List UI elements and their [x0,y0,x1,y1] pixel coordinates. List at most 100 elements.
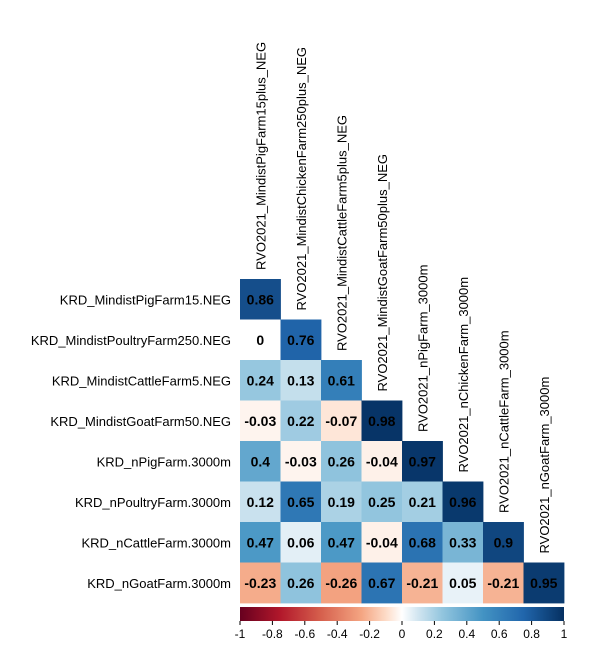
heatmap-cell [280,360,322,401]
heatmap-cell [240,441,281,482]
cell-value-label: 0.06 [287,534,314,550]
cell-value-label: -0.04 [366,534,398,550]
cell-value-label: -0.03 [244,413,276,429]
cell-value-label: 0.26 [287,575,314,591]
cell-value-label: 0.98 [368,413,395,429]
heatmap-cell [402,481,443,523]
cell-value-label: 0.26 [328,453,355,469]
cell-value-label: 0.76 [287,332,314,348]
colorbar-gradient [240,607,564,621]
column-label: RVO2021_MindistChickenFarm250plus_NEG [294,47,309,311]
heatmap-cell [280,400,322,442]
heatmap-cell [240,319,281,361]
cell-value-label: -0.23 [244,575,276,591]
heatmap-cell [240,400,281,442]
cell-value-label: 0.33 [449,534,476,550]
heatmap-cell [321,481,362,523]
cell-value-label: 0.65 [287,494,314,510]
heatmap-cell [321,522,362,563]
heatmap-cell [280,319,322,361]
heatmap-cell [483,522,524,563]
row-label: KRD_MindistGoatFarm50.NEG [50,414,231,429]
heatmap-cell [361,400,403,442]
heatmap-cell [442,522,484,563]
heatmap-cell [483,562,524,604]
cell-value-label: 0 [256,332,264,348]
heatmap-cell [361,562,403,604]
cell-value-label: 0.13 [287,372,314,388]
colorbar-tick-label: -0.8 [262,627,283,641]
colorbar: -1 -0.8 -0.6 -0.4 -0.2 0 0.2 0.4 0.6 0.8 1 [235,607,568,641]
cell-value-label: 0.47 [247,534,274,550]
heatmap-cell [240,481,281,523]
heatmap-cell [321,441,362,482]
column-label: RVO2021_nChickenFarm_3000m [456,277,471,473]
colorbar-tick-label: 0.6 [491,627,508,641]
heatmap-cell [442,562,484,604]
heatmap-cell [402,522,443,563]
heatmap-cell [402,562,443,604]
heatmap-cell [280,522,322,563]
colorbar-tick-label: -1 [235,627,246,641]
heatmap-cell [442,481,484,523]
colorbar-tick-label: -0.2 [359,627,380,641]
heatmap-cell [321,360,362,401]
cell-value-label: 0.21 [409,494,436,510]
colorbar-tick-label: 1 [561,627,568,641]
cell-value-label: 0.22 [287,413,314,429]
row-label: KRD_MindistPigFarm15.NEG [60,292,231,307]
cell-value-label: 0.47 [328,534,355,550]
column-label: RVO2021_nPigFarm_3000m [415,265,430,432]
cell-value-label: 0.24 [247,372,274,388]
heatmap-cell [240,522,281,563]
row-label: KRD_MindistPoultryFarm250.NEG [31,333,231,348]
colorbar-tick-label: 0.4 [458,627,475,641]
row-label: KRD_nPoultryFarm.3000m [75,495,231,510]
cell-value-label: 0.12 [247,494,274,510]
heatmap-cell [240,562,281,604]
heatmap-cell [361,481,403,523]
heatmap-cell [240,279,281,320]
heatmap-cells: 0.86 0 0.76 0.24 0.13 0.61 -0.03 0.22 -0.07 0.98 0… [240,279,565,604]
row-label: KRD_nGoatFarm.3000m [87,576,231,591]
cell-value-label: 0.61 [328,372,355,388]
heatmap-cell [321,400,362,442]
cell-value-label: -0.26 [325,575,357,591]
heatmap-cell [361,441,403,482]
column-label: RVO2021_MindistGoatFarm50plus_NEG [375,154,390,392]
column-label: RVO2021_nGoatFarm_3000m [537,377,552,554]
column-label: RVO2021_MindistPigFarm15plus_NEG [253,42,268,270]
heatmap-cell [240,360,281,401]
heatmap-cell [523,562,565,604]
cell-value-label: 0.4 [251,453,271,469]
cell-value-label: -0.21 [487,575,519,591]
cell-value-label: 0.9 [494,534,514,550]
row-label: KRD_nPigFarm.3000m [97,454,231,469]
cell-value-label: -0.21 [406,575,438,591]
cell-value-label: 0.05 [449,575,476,591]
heatmap-cell [280,562,322,604]
cell-value-label: -0.07 [325,413,357,429]
heatmap-cell [361,522,403,563]
column-labels: RVO2021_MindistPigFarm15plus_NEG RVO2021_… [253,42,552,554]
colorbar-tick-label: 0.2 [426,627,443,641]
cell-value-label: 0.25 [368,494,395,510]
cell-value-label: 0.95 [530,575,557,591]
cell-value-label: 0.68 [409,534,436,550]
colorbar-tick-label: 0.8 [523,627,540,641]
colorbar-tick-label: -0.6 [294,627,315,641]
cell-value-label: 0.97 [409,453,436,469]
heatmap-cell [321,562,362,604]
heatmap-cell [402,441,443,482]
cell-value-label: 0.86 [247,291,274,307]
colorbar-tick-label: -0.4 [327,627,348,641]
row-label: KRD_MindistCattleFarm5.NEG [52,373,231,388]
cell-value-label: -0.04 [366,453,398,469]
column-label: RVO2021_nCattleFarm_3000m [496,330,511,513]
column-label: RVO2021_MindistCattleFarm5plus_NEG [334,115,349,351]
cell-value-label: 0.19 [328,494,355,510]
cell-value-label: 0.67 [368,575,395,591]
heatmap-cell [280,441,322,482]
row-label: KRD_nCattleFarm.3000m [81,535,231,550]
